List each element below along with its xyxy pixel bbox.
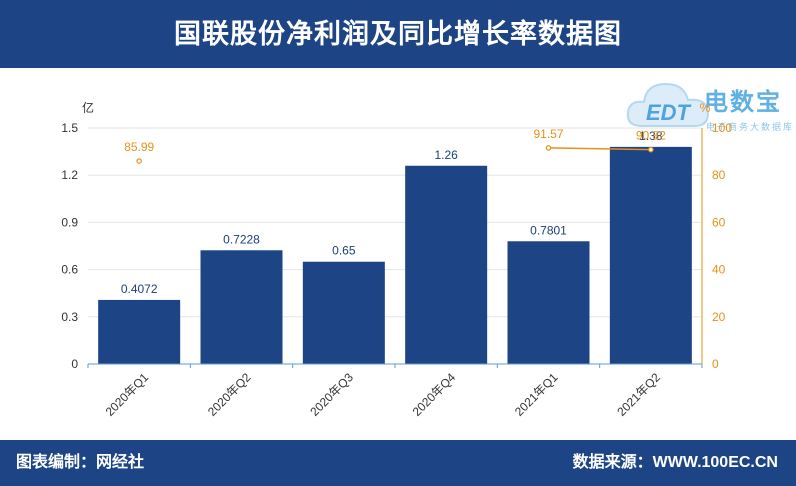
x-tick-label: 2020年Q3 [307,370,356,419]
y-tick-label: 0.3 [61,310,78,324]
growth-value-label: 85.99 [124,140,154,154]
bar-value-label: 0.7801 [530,223,567,237]
x-tick-label: 2020年Q4 [410,370,459,419]
bar-value-label: 0.4072 [121,282,158,296]
bars [98,146,692,364]
footer-source: 数据来源：WWW.100EC.CN [572,454,778,471]
growth-value-label: 91.57 [533,127,563,141]
header-bar: 国联股份净利润及同比增长率数据图 [0,0,796,68]
y2-axis-unit-label: % [700,101,711,115]
bar [609,146,692,364]
y-tick-label: 0.9 [61,215,78,229]
growth-point [545,145,552,151]
growth-value-label: 90.82 [636,129,666,143]
growth-point [136,158,142,164]
data-labels: 0.4072 0.7228 0.65 1.26 0.7801 1.38 85.99 91.57… [121,127,666,296]
bar [98,299,181,364]
y-tick-label: 0.6 [61,263,78,277]
y-tick-label: 1.2 [61,168,78,182]
x-tick-label: 2020年Q2 [205,370,254,419]
bar-value-label: 0.7228 [223,232,260,246]
y2-tick-label: 0 [712,357,719,371]
logo-sub-text: 电子商务大数据库 [706,122,795,132]
growth-point [648,146,654,153]
bar [302,261,385,364]
footer-bar: 图表编制：网经社 数据来源：WWW.100EC.CN [0,440,796,486]
y2-tick-label: 100 [712,121,732,135]
brand-logo: EDT 电数宝 电子商务大数据库 [624,74,794,138]
bar-value-label: 1.26 [434,148,458,162]
chart-title: 国联股份净利润及同比增长率数据图 [174,19,622,49]
y2-tick-label: 20 [712,310,726,324]
bar [507,241,590,364]
y-tick-label: 1.5 [61,121,78,135]
y-tick-label: 0 [71,357,78,371]
logo-main-text: 电数宝 [704,89,782,116]
y2-tick-label: 60 [712,215,726,229]
bar [200,250,283,364]
grid-lines [88,127,702,318]
cloud-logo-icon: EDT [626,82,710,127]
footer-author: 图表编制：网经社 [16,454,145,471]
bar-value-label: 1.38 [639,129,663,143]
logo-cloud-text: EDT [646,100,692,125]
y2-tick-label: 80 [712,168,726,182]
bar-line-chart: 0 0.3 0.6 0.9 1.2 1.5 0 20 40 60 80 100 2020年Q1 2020年… [61,100,732,419]
bar [405,165,488,364]
growth-line [136,145,654,164]
x-tick-label: 2020年Q1 [103,370,152,419]
y2-tick-label: 40 [712,263,726,277]
bar-value-label: 0.65 [332,244,356,258]
y-axis-unit-label: 亿 [82,100,94,115]
x-tick-label: 2021年Q2 [614,370,663,419]
x-tick-label: 2021年Q1 [512,370,561,419]
growth-line-segment [548,147,651,151]
